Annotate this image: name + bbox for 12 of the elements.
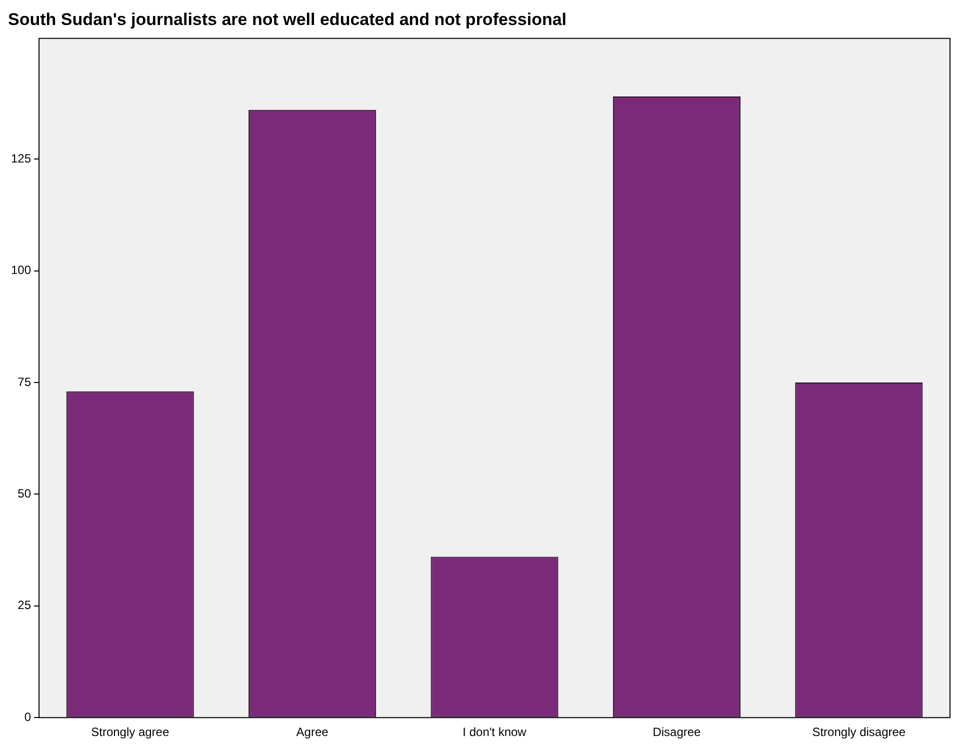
y-tick-label: 100 [10, 263, 32, 278]
x-tick-label: Strongly agree [91, 725, 170, 740]
y-tick-label: 50 [18, 486, 32, 500]
chart-title: South Sudan's journalists are not well educated and not professional [8, 10, 567, 29]
y-tick-label: 25 [18, 598, 32, 612]
x-tick-label: Disagree [652, 725, 702, 740]
x-tick-label: Strongly disagree [812, 725, 906, 740]
x-tick-label: Agree [296, 725, 329, 740]
y-tick-label: 75 [18, 374, 32, 389]
y-tick-label: 125 [10, 151, 32, 166]
y-tick-label: 0 [24, 710, 32, 724]
x-tick-label: I don't know [462, 725, 527, 740]
